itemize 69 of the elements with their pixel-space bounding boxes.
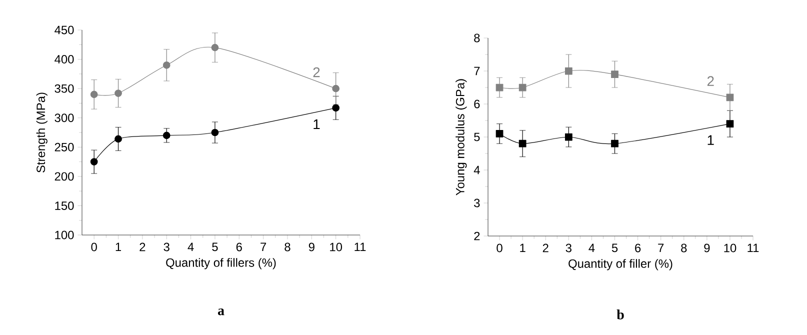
y-tick-label: 300: [54, 114, 74, 122]
text: b: [616, 310, 624, 320]
point: [726, 120, 734, 128]
y-axis-title: Strength (MPa): [36, 92, 48, 172]
x-tick-label: 8: [284, 242, 290, 252]
point: [90, 158, 98, 166]
point: [518, 84, 526, 92]
x-tick-label: 7: [658, 244, 664, 252]
y-tick-label: 2: [474, 232, 480, 240]
x-tick-label: 11: [354, 242, 366, 251]
point: [726, 94, 734, 102]
point: [211, 128, 219, 136]
point: [332, 84, 340, 92]
point: [496, 84, 504, 92]
y-tick-label: 4: [474, 166, 480, 174]
x-tick-label: 10: [330, 242, 342, 252]
point: [162, 132, 170, 140]
x-tick-label: 10: [724, 244, 736, 252]
x-tick-label: 1: [520, 244, 526, 252]
x-tick-label: 6: [635, 244, 641, 252]
y-tick-label: 400: [54, 55, 74, 64]
y-tick-label: 5: [474, 132, 480, 142]
y-tick-label: 3: [474, 198, 480, 208]
x-tick-label: 0: [496, 244, 502, 252]
point: [564, 67, 572, 75]
point: [114, 135, 122, 143]
point: [611, 70, 618, 78]
x-tick-label: 11: [748, 244, 759, 252]
y-tick-label: 450: [54, 26, 74, 34]
x-tick-label: 9: [704, 244, 710, 252]
y-tick-label: 350: [54, 84, 74, 93]
point: [114, 90, 122, 97]
y-tick-label: 150: [55, 201, 74, 210]
x-tick-label: 4: [188, 242, 194, 251]
point: [162, 61, 170, 69]
y-tick-label: 200: [54, 172, 74, 181]
series-label: 2: [707, 76, 714, 86]
x-tick-label: 5: [612, 244, 618, 252]
x-tick-label: 8: [681, 244, 687, 252]
series-label: 2: [313, 67, 320, 78]
y-tick-label: 100: [55, 230, 74, 240]
point: [564, 133, 572, 141]
x-axis-title: Quantity of filler (%): [568, 259, 672, 270]
x-axis-title: Quantity of fillers (%): [166, 258, 276, 270]
point: [211, 44, 219, 52]
x-tick-label: 7: [260, 242, 266, 251]
y-axis-title: Young modulus (GPa): [456, 79, 467, 196]
text: a: [218, 308, 224, 316]
y-tick-label: 8: [474, 34, 480, 42]
x-tick-label: 1: [116, 242, 122, 251]
y-tick-label: 250: [54, 142, 74, 152]
x-tick-label: 2: [140, 242, 146, 252]
point: [518, 140, 526, 148]
series-label: 1: [314, 119, 320, 129]
point: [496, 130, 504, 138]
y-tick-label: 6: [474, 100, 480, 108]
x-tick-label: 6: [236, 242, 242, 252]
x-tick-label: 3: [566, 244, 572, 252]
x-tick-label: 3: [164, 242, 170, 252]
x-tick-label: 9: [308, 242, 314, 252]
point: [332, 104, 340, 112]
x-tick-label: 4: [588, 244, 595, 252]
x-tick-label: 2: [542, 244, 548, 252]
x-tick-label: 5: [212, 242, 218, 252]
x-tick-label: 0: [91, 242, 97, 252]
point: [90, 90, 98, 98]
point: [611, 140, 618, 148]
series-label: 1: [708, 135, 714, 145]
y-tick-label: 7: [474, 66, 480, 76]
